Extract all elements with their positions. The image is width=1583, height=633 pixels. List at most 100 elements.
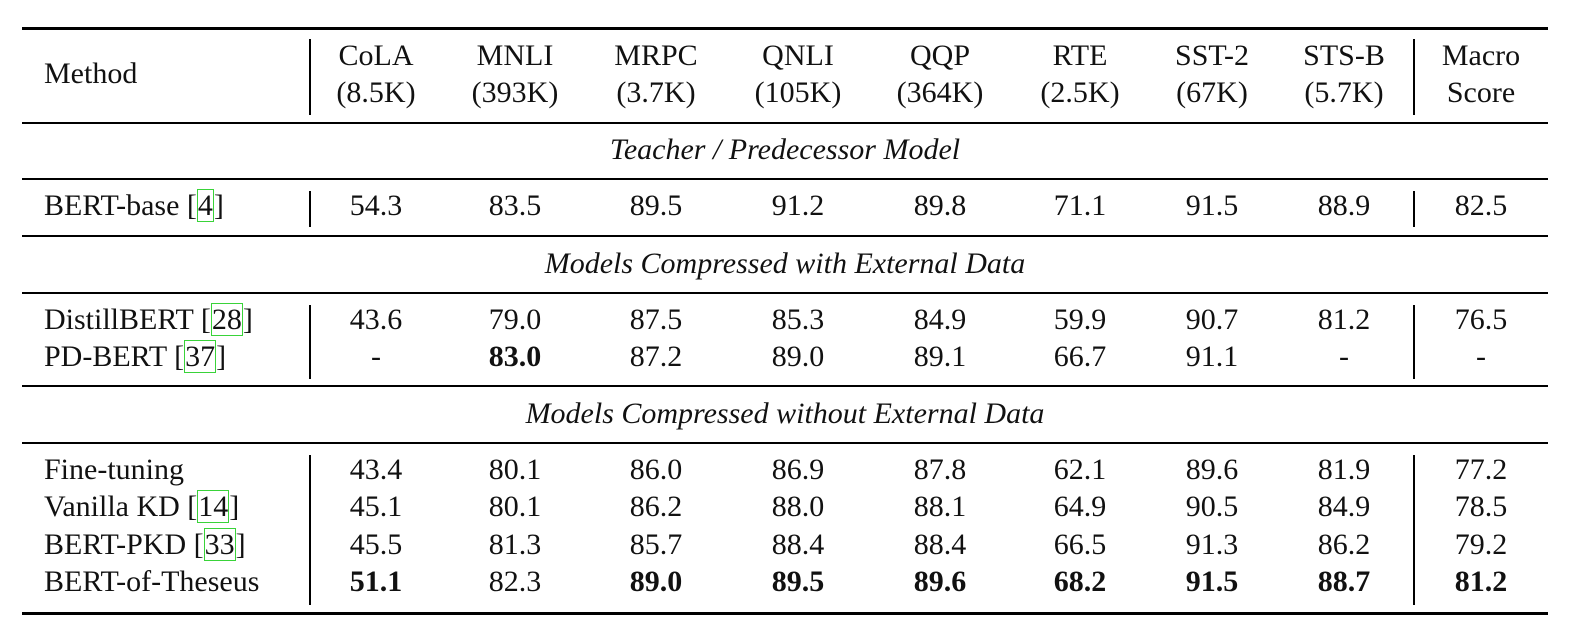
method-name: PD-BERT [37] <box>44 338 226 375</box>
top-rule <box>22 27 1548 30</box>
score-cell: 43.6 <box>349 303 403 336</box>
citation-link[interactable]: 28 <box>210 303 243 336</box>
score-cell: - <box>1476 340 1486 373</box>
score-cell: 45.5 <box>349 528 403 561</box>
score-cell: 78.5 <box>1454 490 1508 523</box>
score-cell: 66.7 <box>1053 340 1107 373</box>
score-cell: 89.8 <box>913 189 967 222</box>
score-cell: 85.7 <box>629 528 683 561</box>
score-cell: 89.1 <box>913 340 967 373</box>
header-rte: RTE <box>1052 39 1108 72</box>
score-cell: 82.5 <box>1454 189 1508 222</box>
citation-bracket: ] <box>242 303 253 336</box>
score-cell: 76.5 <box>1454 303 1508 336</box>
score-cell: 91.2 <box>771 189 825 222</box>
score-cell: 91.5 <box>1185 565 1239 598</box>
section-title: Models Compressed without External Data <box>525 397 1045 430</box>
method-name: DistillBERT [28] <box>44 301 253 338</box>
citation-bracket: ] <box>229 490 240 523</box>
score-cell: 81.2 <box>1317 303 1371 336</box>
method-label: BERT-of-Theseus <box>44 565 260 598</box>
header-rte-size: (2.5K) <box>1040 76 1120 109</box>
header-mrpc: MRPC <box>614 39 698 72</box>
header-mnli: MNLI <box>476 39 554 72</box>
score-cell: 68.2 <box>1053 565 1107 598</box>
header-qqp: QQP <box>909 39 971 72</box>
section-rule <box>22 442 1548 444</box>
citation-link[interactable]: 33 <box>203 528 236 561</box>
score-cell: 79.0 <box>488 303 542 336</box>
header-stsb-size: (5.7K) <box>1304 76 1384 109</box>
score-cell: 90.5 <box>1185 490 1239 523</box>
score-cell: 91.5 <box>1185 189 1239 222</box>
score-cell: 91.1 <box>1185 340 1239 373</box>
score-cell: 71.1 <box>1053 189 1107 222</box>
score-cell: 86.2 <box>1317 528 1371 561</box>
citation-link[interactable]: 14 <box>197 490 230 523</box>
score-cell: 87.8 <box>913 453 967 486</box>
header-stsb: STS-B <box>1303 39 1385 72</box>
column-separator <box>309 455 311 605</box>
header-qnli-size: (105K) <box>754 76 842 109</box>
section-title: Models Compressed with External Data <box>544 247 1026 280</box>
bottom-rule <box>22 612 1548 615</box>
score-cell: 81.9 <box>1317 453 1371 486</box>
score-cell: 87.5 <box>629 303 683 336</box>
score-cell: 89.6 <box>913 565 967 598</box>
score-cell: 84.9 <box>913 303 967 336</box>
score-cell: 90.7 <box>1185 303 1239 336</box>
score-cell: 54.3 <box>349 189 403 222</box>
column-separator <box>1413 191 1415 227</box>
section-title: Teacher / Predecessor Model <box>609 133 961 166</box>
score-cell: 88.0 <box>771 490 825 523</box>
score-cell: 86.2 <box>629 490 683 523</box>
method-name: Fine-tuning <box>44 451 184 488</box>
method-label: Vanilla KD [ <box>44 490 198 523</box>
score-cell: 88.4 <box>913 528 967 561</box>
score-cell: 84.9 <box>1317 490 1371 523</box>
column-separator <box>1413 455 1415 605</box>
header-qqp-size: (364K) <box>896 76 984 109</box>
score-cell: 88.9 <box>1317 189 1371 222</box>
header-qnli: QNLI <box>762 39 834 72</box>
column-separator <box>309 305 311 379</box>
score-cell: 62.1 <box>1053 453 1107 486</box>
column-separator <box>1413 305 1415 379</box>
score-cell: 83.5 <box>488 189 542 222</box>
score-cell: 85.3 <box>771 303 825 336</box>
score-cell: 88.4 <box>771 528 825 561</box>
score-cell: 80.1 <box>488 453 542 486</box>
method-label: BERT-base [ <box>44 189 197 222</box>
method-label: DistillBERT [ <box>44 303 211 336</box>
score-cell: 79.2 <box>1454 528 1508 561</box>
score-cell: 89.5 <box>629 189 683 222</box>
method-label: BERT-PKD [ <box>44 528 204 561</box>
section-rule <box>22 292 1548 294</box>
citation-link[interactable]: 37 <box>184 340 217 373</box>
score-cell: 89.0 <box>629 565 683 598</box>
method-label: PD-BERT [ <box>44 340 185 373</box>
score-cell: 81.3 <box>488 528 542 561</box>
citation-bracket: ] <box>235 528 246 561</box>
section-rule <box>22 385 1548 387</box>
score-cell: 86.0 <box>629 453 683 486</box>
results-table: Method CoLA (8.5K) MNLI (393K) MRPC (3.7… <box>22 27 1548 615</box>
score-cell: 83.0 <box>488 340 542 373</box>
score-cell: 87.2 <box>629 340 683 373</box>
method-name: BERT-PKD [33] <box>44 526 246 563</box>
score-cell: 89.5 <box>771 565 825 598</box>
score-cell: 89.0 <box>771 340 825 373</box>
header-macro: Macro <box>1441 39 1521 72</box>
header-sst2: SST-2 <box>1175 39 1249 72</box>
header-method: Method <box>44 57 138 90</box>
score-cell: 89.6 <box>1185 453 1239 486</box>
score-cell: 88.7 <box>1317 565 1371 598</box>
column-separator <box>309 39 311 115</box>
score-cell: 80.1 <box>488 490 542 523</box>
citation-bracket: ] <box>216 340 227 373</box>
citation-link[interactable]: 4 <box>196 189 214 222</box>
score-cell: 82.3 <box>488 565 542 598</box>
column-separator <box>309 191 311 227</box>
score-cell: 77.2 <box>1454 453 1508 486</box>
score-cell: 45.1 <box>349 490 403 523</box>
